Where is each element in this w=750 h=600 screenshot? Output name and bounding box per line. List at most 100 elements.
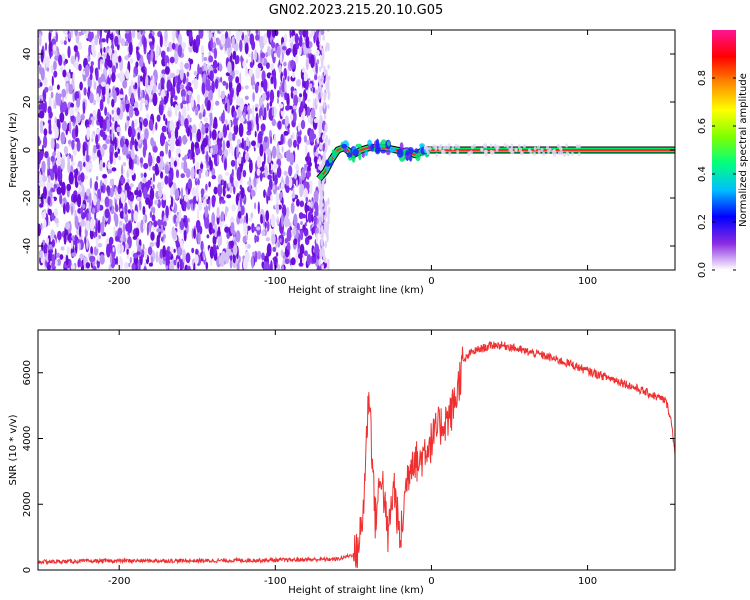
noise-blob [315,142,318,150]
noise-blob [39,249,43,259]
noise-blob [195,34,201,48]
noise-blob [103,178,108,185]
noise-blob [254,234,257,244]
noise-blob [283,61,287,67]
noise-blob [142,243,145,250]
noise-blob [124,202,128,215]
noise-blob [89,192,92,207]
signal-fringe [548,147,552,152]
snr-x-axis-label: Height of straight line (km) [288,585,424,596]
noise-blob [299,200,305,208]
noise-blob [187,217,190,223]
signal-blob [346,152,353,158]
noise-blob [59,112,65,123]
noise-blob [235,76,240,84]
noise-blob [244,85,249,90]
noise-blob [179,258,183,270]
noise-blob [294,173,297,180]
noise-blob [122,222,126,235]
noise-blob [231,204,236,212]
noise-blob [180,102,184,109]
noise-blob [184,118,189,129]
noise-blob [178,153,181,158]
noise-blob [231,168,234,178]
noise-blob [118,55,122,63]
noise-blob [160,236,164,242]
noise-blob [38,33,42,47]
noise-blob [235,30,241,42]
noise-blob [309,128,315,143]
noise-blob [53,184,57,189]
noise-blob [143,37,147,51]
noise-blob [109,151,113,165]
noise-blob [276,218,280,225]
noise-blob [188,30,192,43]
noise-blob [288,165,293,177]
colorbar-tick-label: 0.6 [697,118,708,134]
noise-blob [255,112,259,126]
noise-blob [147,179,152,186]
noise-blob [289,152,295,166]
noise-blob [266,243,272,257]
noise-blob [218,86,221,99]
noise-blob [99,254,105,265]
noise-blob [65,254,69,266]
noise-blob [108,67,111,78]
noise-blob [55,143,60,150]
noise-blob [235,230,241,243]
noise-blob [327,30,330,33]
noise-blob [318,258,321,267]
noise-blob [320,30,325,36]
noise-blob [125,243,129,250]
noise-blob [291,193,296,199]
noise-blob [84,175,88,180]
noise-blob [195,248,199,256]
noise-blob [167,132,172,139]
noise-blob [113,90,117,104]
noise-blob [319,79,322,89]
noise-blob [270,194,273,202]
noise-blob [177,246,183,257]
signal-blob [326,166,330,172]
noise-blob [290,113,294,122]
noise-blob [148,118,154,131]
noise-blob [233,42,239,52]
spectrogram-noise [38,30,331,270]
noise-blob [307,165,311,173]
signal-fringe [566,152,570,157]
noise-blob [206,234,210,239]
noise-blob [92,77,95,85]
noise-blob [58,54,63,66]
noise-blob [239,39,243,52]
noise-blob [60,131,66,145]
noise-blob [197,178,200,186]
y-tick-label: 20 [22,96,33,109]
noise-blob [263,33,268,46]
noise-blob [232,50,237,61]
noise-blob [127,125,133,138]
noise-blob [261,161,265,169]
noise-blob [284,80,287,95]
noise-blob [95,134,99,145]
noise-blob [232,236,236,242]
noise-blob [124,261,129,269]
noise-blob [106,185,111,194]
noise-blob [78,186,82,193]
noise-blob [60,246,65,251]
noise-blob [83,161,86,168]
noise-blob [320,90,323,98]
noise-blob [122,162,127,167]
noise-blob [131,262,136,270]
noise-blob [260,115,263,122]
noise-blob [325,207,328,218]
noise-blob [116,243,121,255]
noise-blob [191,128,195,134]
noise-blob [71,139,75,150]
noise-blob [285,175,290,187]
noise-blob [215,100,220,106]
noise-blob [303,135,307,143]
noise-blob [111,98,115,108]
noise-blob [70,154,74,163]
noise-blob [160,171,164,179]
noise-blob [109,33,114,40]
